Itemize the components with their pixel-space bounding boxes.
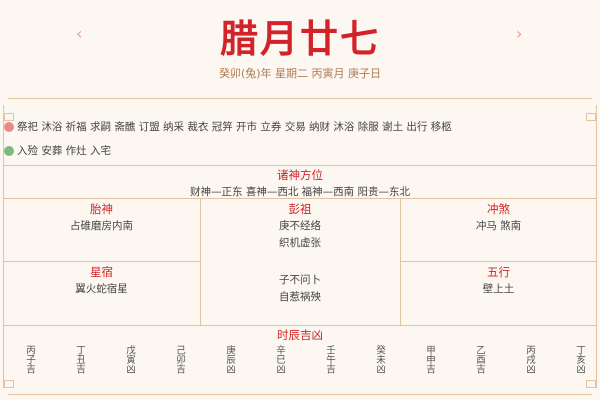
xingsu-title: 星宿 <box>90 265 113 279</box>
hour-item: 丙戌凶 <box>524 345 535 374</box>
wuxing-title: 五行 <box>487 265 510 279</box>
chongsha-section: 冲煞 冲马 煞南 <box>400 201 597 235</box>
hour-item: 乙酉吉 <box>474 345 485 374</box>
xingsu-section: 星宿 翼火蛇宿星 <box>3 264 200 298</box>
hour-item: 丁亥凶 <box>574 345 585 374</box>
prev-day-button[interactable]: ‹ <box>76 24 83 43</box>
wuxing-text: 壁上土 <box>482 283 515 295</box>
hour-item: 甲申吉 <box>424 345 435 374</box>
ji-icon <box>4 145 14 156</box>
hour-item: 戊寅凶 <box>124 345 135 374</box>
taishen-title: 胎神 <box>90 202 113 216</box>
wuxing-section: 五行 壁上土 <box>400 264 597 298</box>
taishen-section: 胎神 占碓磨房内南 <box>3 201 200 235</box>
date-subtitle: 癸卯(兔)年 星期二 丙寅月 庚子日 <box>218 67 382 80</box>
hour-item: 辛巳凶 <box>274 345 285 374</box>
hour-item: 丁丑吉 <box>74 345 85 374</box>
almanac-frame <box>3 105 597 388</box>
corner-ornament <box>4 113 14 121</box>
corner-ornament <box>586 380 596 388</box>
pengzu-line: 庚不经络 <box>279 220 321 232</box>
zhushen-title: 诸神方位 <box>277 168 323 182</box>
pengzu-line: 子不问卜 <box>279 274 321 286</box>
hour-item: 壬午吉 <box>324 345 335 374</box>
frame-top <box>8 98 592 99</box>
pengzu-line: 自惹祸殃 <box>279 291 321 303</box>
next-day-button[interactable]: › <box>516 24 523 43</box>
taishen-text: 占碓磨房内南 <box>70 220 133 232</box>
hour-item: 庚辰凶 <box>224 345 235 374</box>
hours-title: 时辰吉凶 <box>277 328 323 342</box>
ji-row: 入殓 安葬 作灶 入宅 <box>4 143 111 158</box>
xingsu-text: 翼火蛇宿星 <box>75 283 128 295</box>
hour-item: 癸未凶 <box>374 345 385 374</box>
hour-item: 己卯吉 <box>174 345 185 374</box>
chongsha-text: 冲马 煞南 <box>475 220 522 232</box>
corner-ornament <box>586 113 596 121</box>
hour-item: 丙子吉 <box>24 345 35 374</box>
ji-text: 入殓 安葬 作灶 入宅 <box>17 145 112 157</box>
yi-row: 祭祀 沐浴 祈福 求嗣 斋醮 订盟 纳采 裁衣 冠笄 开市 立券 交易 纳财 沐… <box>4 119 452 134</box>
chongsha-title: 冲煞 <box>487 202 510 216</box>
pengzu-title: 彭祖 <box>288 202 312 216</box>
pengzu-line: 织机虚张 <box>279 237 321 249</box>
zhushen-text: 财神—正东 喜神—西北 福神—西南 阳贵—东北 <box>189 186 410 198</box>
lunar-date-title: 腊月廿七 <box>219 16 380 61</box>
zhushen-section: 诸神方位 财神—正东 喜神—西北 福神—西南 阳贵—东北 <box>3 167 597 201</box>
yi-text: 祭祀 沐浴 祈福 求嗣 斋醮 订盟 纳采 裁衣 冠笄 开市 立券 交易 纳财 沐… <box>17 121 452 133</box>
frame-bottom <box>8 394 592 395</box>
yi-icon <box>4 121 14 132</box>
corner-ornament <box>4 380 14 388</box>
pengzu-section: 彭祖 庚不经络 织机虚张 子不问卜 自惹祸殃 <box>200 201 400 306</box>
